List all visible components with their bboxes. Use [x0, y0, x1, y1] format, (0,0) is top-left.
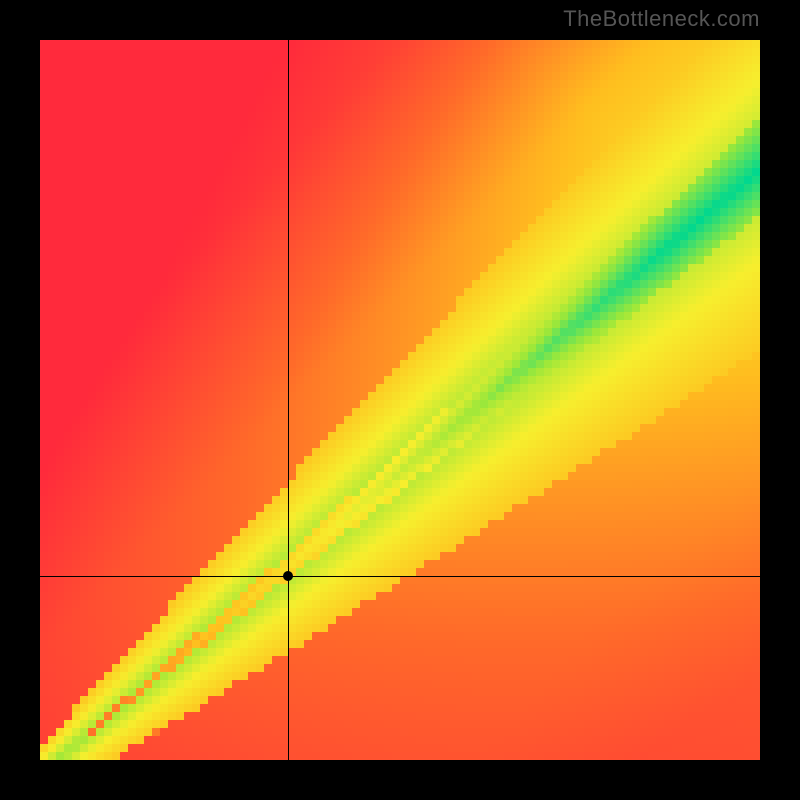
crosshair-vertical: [288, 40, 289, 760]
watermark-text: TheBottleneck.com: [563, 6, 760, 32]
crosshair-horizontal: [40, 576, 760, 577]
heatmap-plot: [40, 40, 760, 760]
heatmap-canvas: [40, 40, 760, 760]
crosshair-marker: [283, 571, 293, 581]
